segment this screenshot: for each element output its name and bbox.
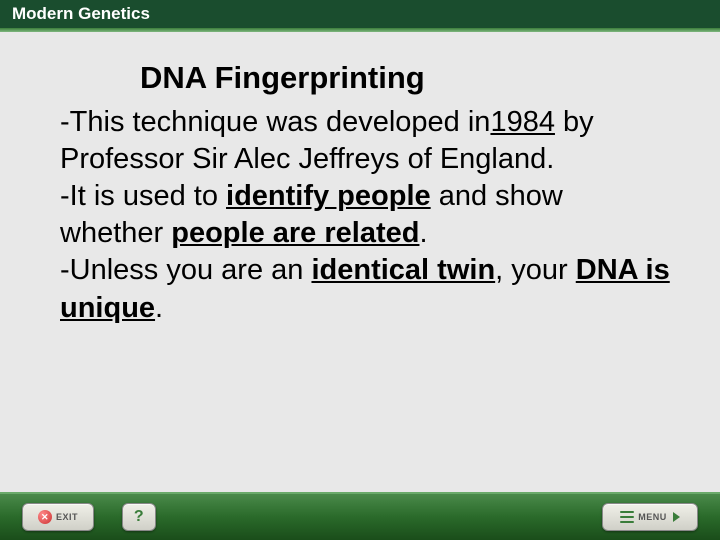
exit-icon: ✕ — [38, 510, 52, 524]
p3-a: -Unless you are an — [60, 254, 311, 286]
help-button[interactable]: ? — [122, 503, 156, 531]
menu-arrow-icon — [673, 512, 680, 522]
p3-b: , your — [495, 254, 576, 286]
p3-c: . — [155, 292, 163, 324]
help-label: ? — [134, 508, 144, 526]
footer-bar: ✕ EXIT ? MENU — [0, 492, 720, 540]
p2-a: -It is used to — [60, 180, 226, 212]
menu-label: MENU — [638, 512, 667, 522]
slide-body: -This technique was developed in1984 by … — [60, 104, 670, 327]
slide-content: DNA Fingerprinting -This technique was d… — [0, 32, 720, 327]
menu-button[interactable]: MENU — [602, 503, 698, 531]
p2-u2: people are related — [171, 217, 419, 249]
header-bar: Modern Genetics — [0, 0, 720, 28]
exit-button[interactable]: ✕ EXIT — [22, 503, 94, 531]
p2-u1: identify people — [226, 180, 431, 212]
p2-c: . — [419, 217, 427, 249]
p3-u1: identical twin — [311, 254, 495, 286]
p1-a: -This technique was developed in — [60, 106, 490, 138]
p1-year: 1984 — [490, 106, 555, 138]
slide-title: DNA Fingerprinting — [140, 60, 670, 96]
menu-icon — [620, 511, 634, 523]
exit-label: EXIT — [56, 512, 78, 522]
header-title: Modern Genetics — [12, 4, 150, 24]
